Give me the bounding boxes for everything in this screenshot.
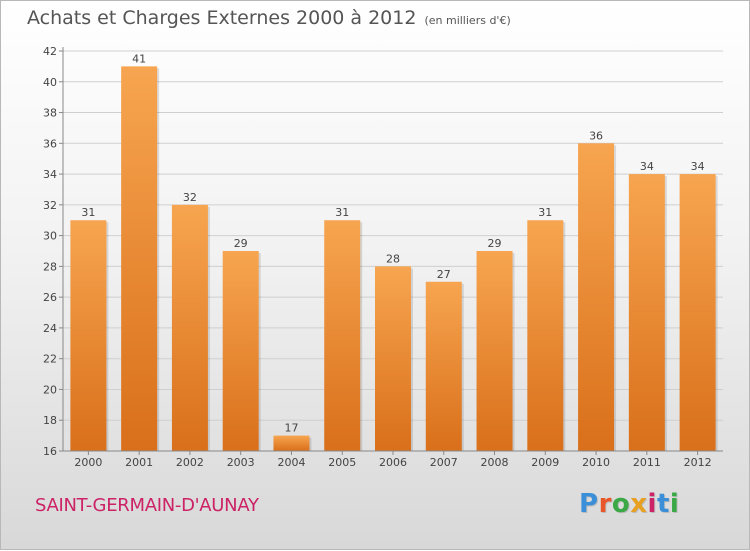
bar xyxy=(578,143,615,452)
y-tick-label: 30 xyxy=(43,230,57,243)
bar-value-label: 29 xyxy=(488,237,502,250)
bars: 31 41 32 29 17 31 28 27 29 31 36 34 34 xyxy=(70,52,718,452)
logo-letter: i xyxy=(669,489,680,519)
bar-value-label: 32 xyxy=(183,191,197,204)
y-tick-label: 36 xyxy=(43,137,57,150)
bar-value-label: 34 xyxy=(691,160,705,173)
bar-value-label: 31 xyxy=(81,206,95,219)
bar xyxy=(476,251,513,451)
y-tick-label: 42 xyxy=(43,45,57,58)
y-tick-label: 26 xyxy=(43,291,57,304)
chart-title: Achats et Charges Externes 2000 à 2012 (e… xyxy=(27,7,511,29)
y-tick-label: 40 xyxy=(43,76,57,89)
x-tick-label: 2002 xyxy=(176,456,204,469)
x-tick-label: 2012 xyxy=(684,456,712,469)
x-tick-label: 2005 xyxy=(328,456,356,469)
proxiti-logo[interactable]: Proxiti xyxy=(579,489,679,519)
bar-value-label: 31 xyxy=(538,206,552,219)
bar xyxy=(425,281,462,451)
bar xyxy=(375,266,411,451)
x-tick-label: 2006 xyxy=(379,456,407,469)
x-tick-label: 2000 xyxy=(74,456,102,469)
bar-value-label: 34 xyxy=(640,160,654,173)
bar xyxy=(628,174,665,452)
y-tick-label: 18 xyxy=(43,414,57,427)
bar xyxy=(171,204,208,451)
x-tick-label: 2011 xyxy=(633,456,661,469)
bar-value-label: 41 xyxy=(132,52,146,65)
bar-value-label: 31 xyxy=(335,206,349,219)
y-tick-label: 24 xyxy=(43,322,57,335)
bar xyxy=(273,435,310,451)
commune-name: SAINT-GERMAIN-D'AUNAY xyxy=(35,495,259,516)
logo-letter: o xyxy=(611,489,631,519)
bar-value-label: 28 xyxy=(386,252,400,265)
x-tick-label: 2008 xyxy=(481,456,509,469)
y-tick-label: 20 xyxy=(43,383,57,396)
y-tick-label: 22 xyxy=(43,353,57,366)
logo-letter: r xyxy=(598,489,612,519)
bar-value-label: 36 xyxy=(589,129,603,142)
bar xyxy=(70,220,107,451)
y-tick-label: 34 xyxy=(43,168,57,181)
x-tick-label: 2009 xyxy=(531,456,559,469)
x-tick-label: 2001 xyxy=(125,456,153,469)
title-text: Achats et Charges Externes 2000 à 2012 xyxy=(27,7,417,29)
bar xyxy=(121,66,158,451)
logo-letter: t xyxy=(656,489,670,519)
bar-value-label: 29 xyxy=(234,237,248,250)
bar xyxy=(527,220,564,451)
bar-value-label: 17 xyxy=(284,422,298,435)
y-tick-label: 38 xyxy=(43,107,57,120)
logo-letter: P xyxy=(579,489,599,519)
bar-value-label: 27 xyxy=(437,268,451,281)
bar xyxy=(679,174,716,452)
x-tick-label: 2010 xyxy=(582,456,610,469)
x-tick-label: 2007 xyxy=(430,456,458,469)
logo-letter: x xyxy=(630,489,648,519)
bar xyxy=(324,220,361,451)
y-tick-label: 32 xyxy=(43,199,57,212)
title-unit: (en milliers d'€) xyxy=(424,14,511,27)
axes: 16 18 20 22 24 26 28 30 32 34 36 38 40 42 2000 2001 2002… xyxy=(43,45,723,469)
logo-letter: i xyxy=(647,489,657,519)
y-tick-label: 16 xyxy=(43,445,57,458)
y-tick-label: 28 xyxy=(43,260,57,273)
x-tick-label: 2004 xyxy=(277,456,305,469)
bar xyxy=(222,251,259,451)
x-tick-label: 2003 xyxy=(227,456,255,469)
